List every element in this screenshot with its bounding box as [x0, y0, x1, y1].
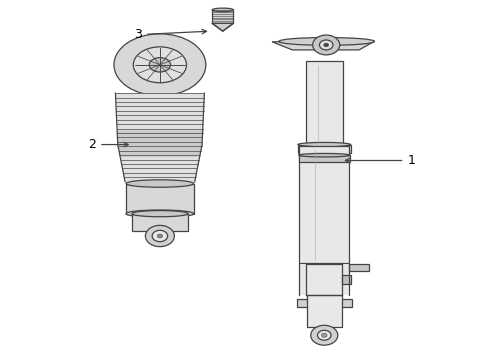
Polygon shape: [271, 42, 373, 50]
Text: 3: 3: [134, 28, 206, 41]
Bar: [305, 264, 342, 295]
Ellipse shape: [126, 210, 193, 217]
Ellipse shape: [297, 143, 350, 147]
Circle shape: [157, 234, 163, 238]
Ellipse shape: [298, 153, 349, 157]
Bar: [298, 155, 349, 162]
Bar: [299, 264, 349, 295]
PathPatch shape: [117, 130, 202, 157]
Polygon shape: [212, 23, 233, 31]
Bar: [349, 264, 368, 271]
Text: 1: 1: [345, 154, 414, 167]
Circle shape: [310, 325, 337, 345]
Circle shape: [152, 230, 167, 242]
Ellipse shape: [149, 58, 170, 72]
Bar: [306, 295, 341, 327]
Circle shape: [317, 330, 330, 340]
Ellipse shape: [278, 37, 374, 45]
Bar: [126, 184, 193, 214]
Ellipse shape: [126, 180, 193, 187]
Circle shape: [319, 40, 332, 50]
Bar: [299, 146, 349, 263]
Circle shape: [321, 333, 326, 337]
Ellipse shape: [114, 34, 205, 96]
Bar: [305, 61, 342, 146]
PathPatch shape: [115, 93, 204, 182]
Bar: [132, 214, 187, 231]
Ellipse shape: [133, 47, 186, 83]
Bar: [296, 299, 351, 306]
Text: 2: 2: [88, 138, 128, 151]
Bar: [297, 145, 350, 153]
Bar: [212, 10, 233, 23]
Circle shape: [145, 225, 174, 247]
Ellipse shape: [212, 8, 233, 12]
Circle shape: [312, 35, 339, 55]
Ellipse shape: [132, 211, 187, 217]
Circle shape: [323, 43, 328, 47]
Bar: [342, 275, 350, 284]
